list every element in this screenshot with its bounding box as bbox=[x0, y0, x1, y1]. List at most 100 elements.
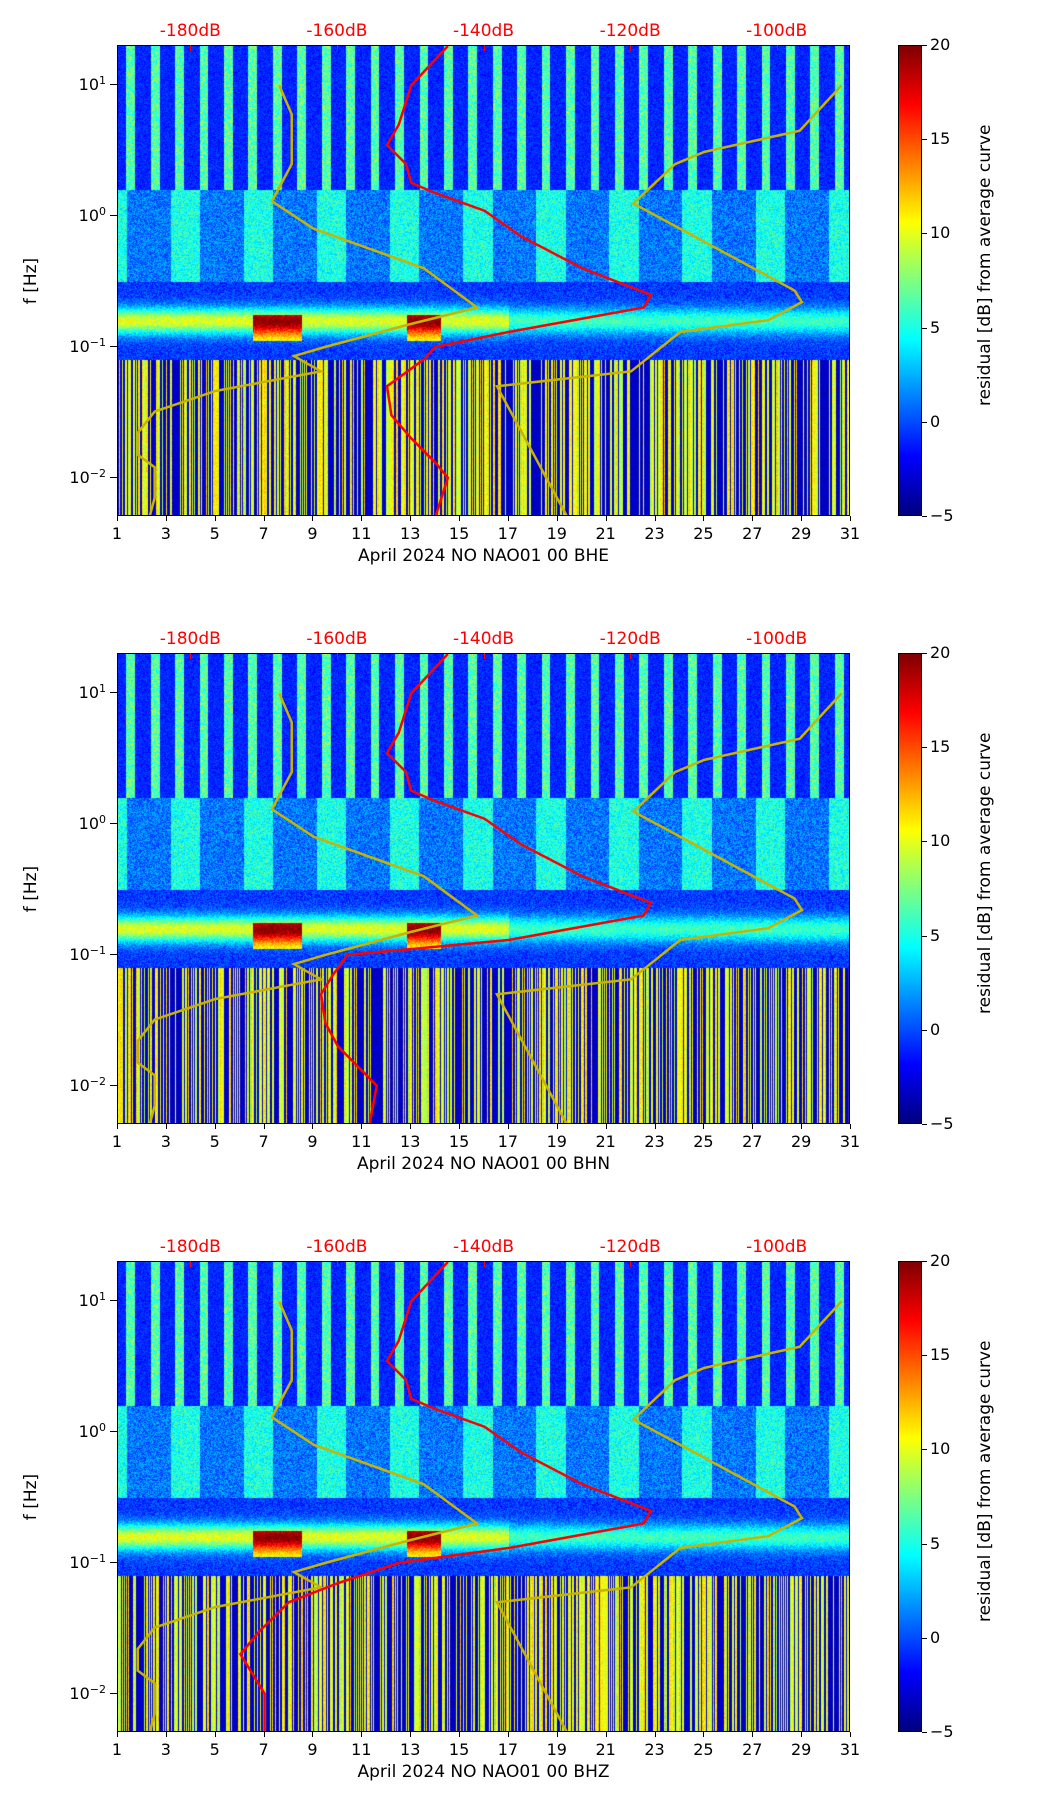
top-db-tick-mark bbox=[483, 653, 485, 659]
colorbar-tick-mark bbox=[922, 1637, 927, 1639]
x-tick-mark bbox=[165, 1124, 167, 1129]
top-db-tick-mark bbox=[776, 653, 778, 659]
y-tick-label: 101 bbox=[79, 1290, 106, 1310]
top-db-tick-mark bbox=[630, 1261, 632, 1267]
x-tick-mark bbox=[117, 516, 118, 521]
colorbar-tick-label: 0 bbox=[930, 411, 941, 431]
x-tick-mark bbox=[703, 516, 705, 521]
x-tick-label: 29 bbox=[790, 524, 812, 543]
x-tick-label: 7 bbox=[258, 524, 269, 543]
x-tick-label: 9 bbox=[307, 1132, 318, 1151]
panel-2: 1 3 5 7 9 11 13 15 17 19 21 23 25 27 29 31 101 100 10−1 10−… bbox=[0, 629, 1052, 1253]
top-db-tick-mark bbox=[336, 653, 338, 659]
top-db-tick-label: -160dB bbox=[306, 1237, 368, 1257]
y-tick-label: 100 bbox=[79, 813, 106, 833]
y-tick-exponent: −1 bbox=[89, 1551, 106, 1565]
curves-overlay bbox=[136, 46, 843, 515]
x-tick-label: 1 bbox=[111, 524, 123, 543]
y-axis-label: f [Hz] bbox=[21, 257, 42, 304]
x-tick-label: 5 bbox=[209, 1740, 220, 1759]
colorbar-tick-mark bbox=[922, 45, 927, 46]
x-tick-mark bbox=[703, 1124, 705, 1129]
y-tick-base: 10 bbox=[69, 1683, 90, 1703]
x-axis-label: April 2024 NO NAO01 00 BHN bbox=[356, 1154, 611, 1174]
x-tick-mark bbox=[605, 516, 607, 521]
x-tick-label: 19 bbox=[546, 1132, 567, 1151]
x-tick-mark bbox=[459, 1124, 461, 1129]
colorbar-tick-mark bbox=[922, 653, 927, 654]
colorbar-tick-mark bbox=[922, 935, 927, 937]
colorbar-tick-label: −5 bbox=[930, 1722, 954, 1741]
y-tick-label: 101 bbox=[79, 74, 106, 94]
colorbar-tick-label: 15 bbox=[930, 737, 951, 757]
y-tick-mark bbox=[110, 84, 117, 86]
x-tick-mark bbox=[117, 1732, 118, 1737]
x-tick-mark bbox=[703, 1732, 705, 1737]
plot-area bbox=[117, 653, 850, 1124]
y-tick-exponent: 1 bbox=[99, 1290, 106, 1304]
spectrogram-image bbox=[118, 654, 849, 1123]
colorbar-label: residual [dB] from average curve bbox=[975, 732, 995, 1014]
x-tick-label: 23 bbox=[644, 1740, 665, 1759]
y-tick-base: 10 bbox=[69, 467, 90, 487]
colorbar bbox=[898, 1261, 922, 1732]
x-tick-mark bbox=[361, 1732, 363, 1737]
x-tick-mark bbox=[214, 516, 216, 521]
top-db-tick-label: -120dB bbox=[599, 629, 661, 649]
colorbar-tick-label: 20 bbox=[930, 643, 951, 662]
x-tick-label: 29 bbox=[790, 1740, 812, 1759]
y-tick-label: 10−2 bbox=[69, 1074, 106, 1094]
x-axis-label: April 2024 NO NAO01 00 BHZ bbox=[357, 1762, 610, 1782]
x-tick-label: 19 bbox=[546, 524, 567, 543]
x-tick-label: 11 bbox=[351, 524, 372, 543]
y-tick-exponent: −2 bbox=[89, 1074, 106, 1088]
y-tick-base: 10 bbox=[69, 945, 90, 965]
x-tick-mark bbox=[850, 1124, 851, 1129]
x-tick-mark bbox=[752, 1124, 754, 1129]
colorbar-tick-label: 10 bbox=[930, 1439, 951, 1459]
colorbar-tick-mark bbox=[922, 233, 927, 235]
x-tick-mark bbox=[801, 1732, 803, 1737]
y-tick-base: 10 bbox=[78, 206, 99, 226]
x-tick-mark bbox=[263, 1124, 265, 1129]
colorbar-tick-label: 5 bbox=[930, 1533, 941, 1553]
y-tick-mark bbox=[110, 1300, 117, 1302]
y-axis-label: f [Hz] bbox=[21, 1473, 42, 1520]
y-tick-mark bbox=[110, 1692, 117, 1694]
x-tick-label: 1 bbox=[111, 1740, 123, 1759]
top-db-tick-label: -120dB bbox=[599, 1237, 661, 1257]
x-tick-mark bbox=[654, 516, 656, 521]
x-tick-mark bbox=[410, 1732, 412, 1737]
colorbar-tick-mark bbox=[922, 139, 927, 141]
y-tick-base: 10 bbox=[78, 1291, 99, 1311]
x-tick-label: 25 bbox=[693, 1132, 714, 1151]
x-tick-label: 23 bbox=[644, 524, 665, 543]
y-axis-label: f [Hz] bbox=[21, 865, 42, 912]
y-tick-mark bbox=[110, 1431, 117, 1433]
psd-curve bbox=[385, 46, 653, 515]
x-axis-label: April 2024 NO NAO01 00 BHE bbox=[357, 546, 610, 566]
x-tick-mark bbox=[507, 1732, 509, 1737]
low-noise-model-line bbox=[136, 84, 481, 515]
top-db-tick-label: -160dB bbox=[306, 629, 368, 649]
y-tick-exponent: 1 bbox=[99, 682, 106, 696]
colorbar-tick-label: −5 bbox=[930, 1114, 954, 1133]
top-db-tick-label: -120dB bbox=[599, 21, 661, 41]
x-tick-label: 9 bbox=[307, 1740, 318, 1759]
top-db-tick-label: -100dB bbox=[746, 21, 808, 41]
x-tick-label: 29 bbox=[790, 1132, 812, 1151]
top-db-tick-mark bbox=[336, 45, 338, 51]
x-tick-label: 7 bbox=[258, 1132, 269, 1151]
y-tick-label: 10−1 bbox=[69, 336, 106, 356]
y-tick-base: 10 bbox=[69, 1075, 90, 1095]
colorbar-tick-mark bbox=[922, 1732, 927, 1733]
y-tick-mark bbox=[110, 1084, 117, 1086]
x-tick-mark bbox=[165, 1732, 167, 1737]
x-tick-mark bbox=[801, 1124, 803, 1129]
x-tick-mark bbox=[654, 1124, 656, 1129]
x-tick-mark bbox=[605, 1124, 607, 1129]
y-tick-mark bbox=[110, 215, 117, 217]
x-tick-label: 11 bbox=[351, 1740, 372, 1759]
top-db-tick-label: -180dB bbox=[159, 21, 221, 41]
